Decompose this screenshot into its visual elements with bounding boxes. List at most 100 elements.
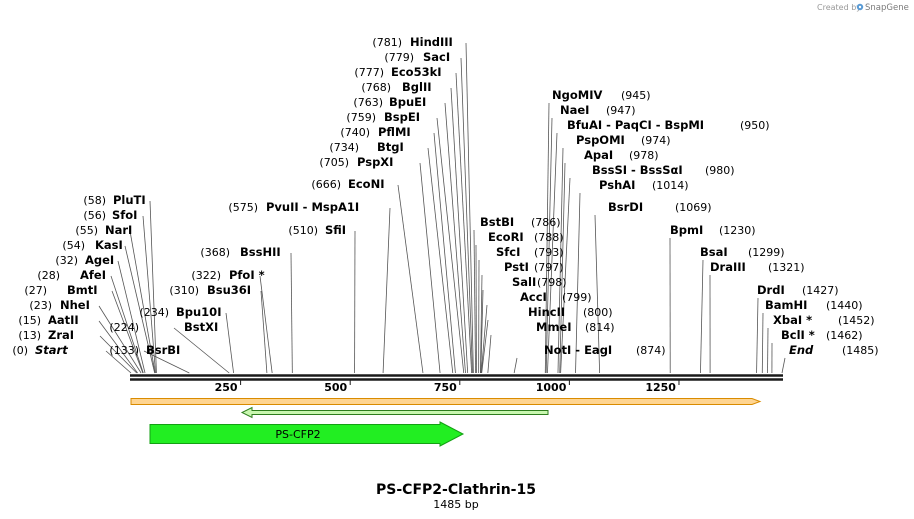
- site-leader-line: [105, 350, 132, 374]
- site-leader-line: [544, 102, 550, 374]
- site-position-label: (1321): [768, 261, 805, 274]
- site-position-label: (310): [169, 284, 199, 297]
- site-position-label: (54): [62, 239, 85, 252]
- ruler-tick-label: 250: [215, 381, 238, 394]
- site-name-label: NaeI: [560, 103, 589, 117]
- site-name-label: SfcI: [496, 245, 520, 259]
- site-name-label: KasI: [95, 238, 123, 252]
- site-position-label: (799): [562, 291, 592, 304]
- site-leader-line: [124, 245, 156, 374]
- site-name-label: PvuII - MspA1I: [266, 200, 359, 214]
- site-leader-line: [397, 184, 424, 374]
- site-name-label: BtgI: [377, 140, 404, 154]
- site-position-label: (55): [75, 224, 98, 237]
- credit-brand: SnapGene: [865, 3, 909, 13]
- site-name-label: BamHI: [765, 298, 807, 312]
- site-name-label: ApaI: [584, 148, 613, 162]
- site-name-label: BstXI: [184, 320, 218, 334]
- full-length-feature[interactable]: [130, 398, 762, 405]
- site-leader-line: [559, 162, 566, 374]
- site-name-label: DrdI: [757, 283, 785, 297]
- ruler-tick-label: 500: [324, 381, 347, 394]
- site-name-label: DraIII: [710, 260, 746, 274]
- site-name-label: AgeI: [85, 253, 114, 267]
- site-leader-line: [547, 132, 558, 374]
- site-name-label: HindIII: [410, 35, 453, 49]
- site-position-label: (575): [228, 201, 258, 214]
- site-name-label: SfoI: [112, 208, 137, 222]
- site-leader-line: [98, 305, 142, 374]
- site-name-label: BpmI: [670, 223, 703, 237]
- site-leader-line: [756, 297, 759, 374]
- site-name-label: BclI *: [781, 328, 815, 342]
- site-leader-line: [450, 87, 469, 374]
- ps-cfp2-feature[interactable]: PS-CFP2: [149, 421, 465, 447]
- site-position-label: (13): [18, 329, 41, 342]
- site-name-label: AfeI: [80, 268, 106, 282]
- site-leader-line: [129, 230, 156, 374]
- map-length: 1485 bp: [433, 498, 478, 511]
- site-position-label: (734): [329, 141, 359, 154]
- site-position-label: (798): [537, 276, 567, 289]
- reverse-feature-arrow[interactable]: [240, 406, 549, 419]
- site-leader-line: [225, 312, 234, 374]
- sequence-backbone: [130, 374, 783, 381]
- site-position-label: (788): [534, 231, 564, 244]
- site-position-label: (980): [705, 164, 735, 177]
- site-name-label: AatII: [48, 313, 79, 327]
- site-name-label: EcoNI: [348, 177, 384, 191]
- site-position-label: (1452): [838, 314, 875, 327]
- site-position-label: (950): [740, 119, 770, 132]
- site-position-label: (133): [109, 344, 139, 357]
- site-position-label: (368): [200, 246, 230, 259]
- site-name-label: BpuEI: [389, 95, 426, 109]
- site-leader-line: [700, 259, 704, 374]
- site-position-label: (0): [12, 344, 28, 357]
- site-name-label: PspXI: [357, 155, 393, 169]
- ruler-tick-label: 1250: [645, 381, 676, 394]
- site-leader-line: [479, 274, 483, 374]
- site-leader-line: [259, 275, 273, 374]
- site-name-label: SacI: [423, 50, 450, 64]
- site-leader-line: [290, 252, 293, 374]
- site-name-label: Bsu36I: [207, 283, 251, 297]
- site-position-label: (874): [636, 344, 666, 357]
- site-name-label: BfuAI - PaqCI - BspMI: [567, 118, 704, 132]
- leader-lines: [98, 42, 786, 374]
- site-leader-line: [557, 147, 564, 374]
- site-leader-line: [419, 162, 441, 374]
- site-name-label: NheI: [60, 298, 90, 312]
- site-name-label: HincII: [528, 305, 565, 319]
- site-position-label: (1427): [802, 284, 839, 297]
- site-name-label: PshAI: [599, 178, 635, 192]
- site-leader-line: [545, 117, 553, 374]
- site-leader-line: [149, 200, 157, 374]
- site-leader-line: [99, 335, 137, 374]
- site-position-label: (234): [139, 306, 169, 319]
- site-leader-line: [382, 207, 391, 374]
- site-position-label: (666): [311, 178, 341, 191]
- site-position-label: (763): [353, 96, 383, 109]
- site-name-label: PflMI: [378, 125, 411, 139]
- site-position-label: (793): [534, 246, 564, 259]
- site-name-label: NarI: [105, 223, 132, 237]
- site-leader-line: [781, 357, 786, 374]
- site-position-label: (947): [606, 104, 636, 117]
- site-name-label: PfoI *: [229, 268, 265, 282]
- site-name-label: PspOMI: [576, 133, 625, 147]
- site-leader-line: [481, 319, 489, 374]
- site-name-label: BglII: [402, 80, 432, 94]
- site-position-label: (1462): [826, 329, 863, 342]
- site-name-label: NgoMIV: [552, 88, 602, 102]
- site-position-label: (814): [585, 321, 615, 334]
- site-leader-line: [110, 275, 144, 374]
- site-leader-line: [111, 290, 144, 374]
- site-name-label: BssSI - BssSαI: [592, 163, 683, 177]
- site-name-label: Start: [35, 343, 68, 357]
- snapgene-logo-icon: [856, 3, 864, 11]
- ruler-tick-label: 750: [434, 381, 457, 394]
- site-name-label: PstI: [504, 260, 529, 274]
- map-title: PS-CFP2-Clathrin-15: [376, 482, 536, 498]
- site-leader-line: [260, 290, 268, 374]
- site-position-label: (768): [361, 81, 391, 94]
